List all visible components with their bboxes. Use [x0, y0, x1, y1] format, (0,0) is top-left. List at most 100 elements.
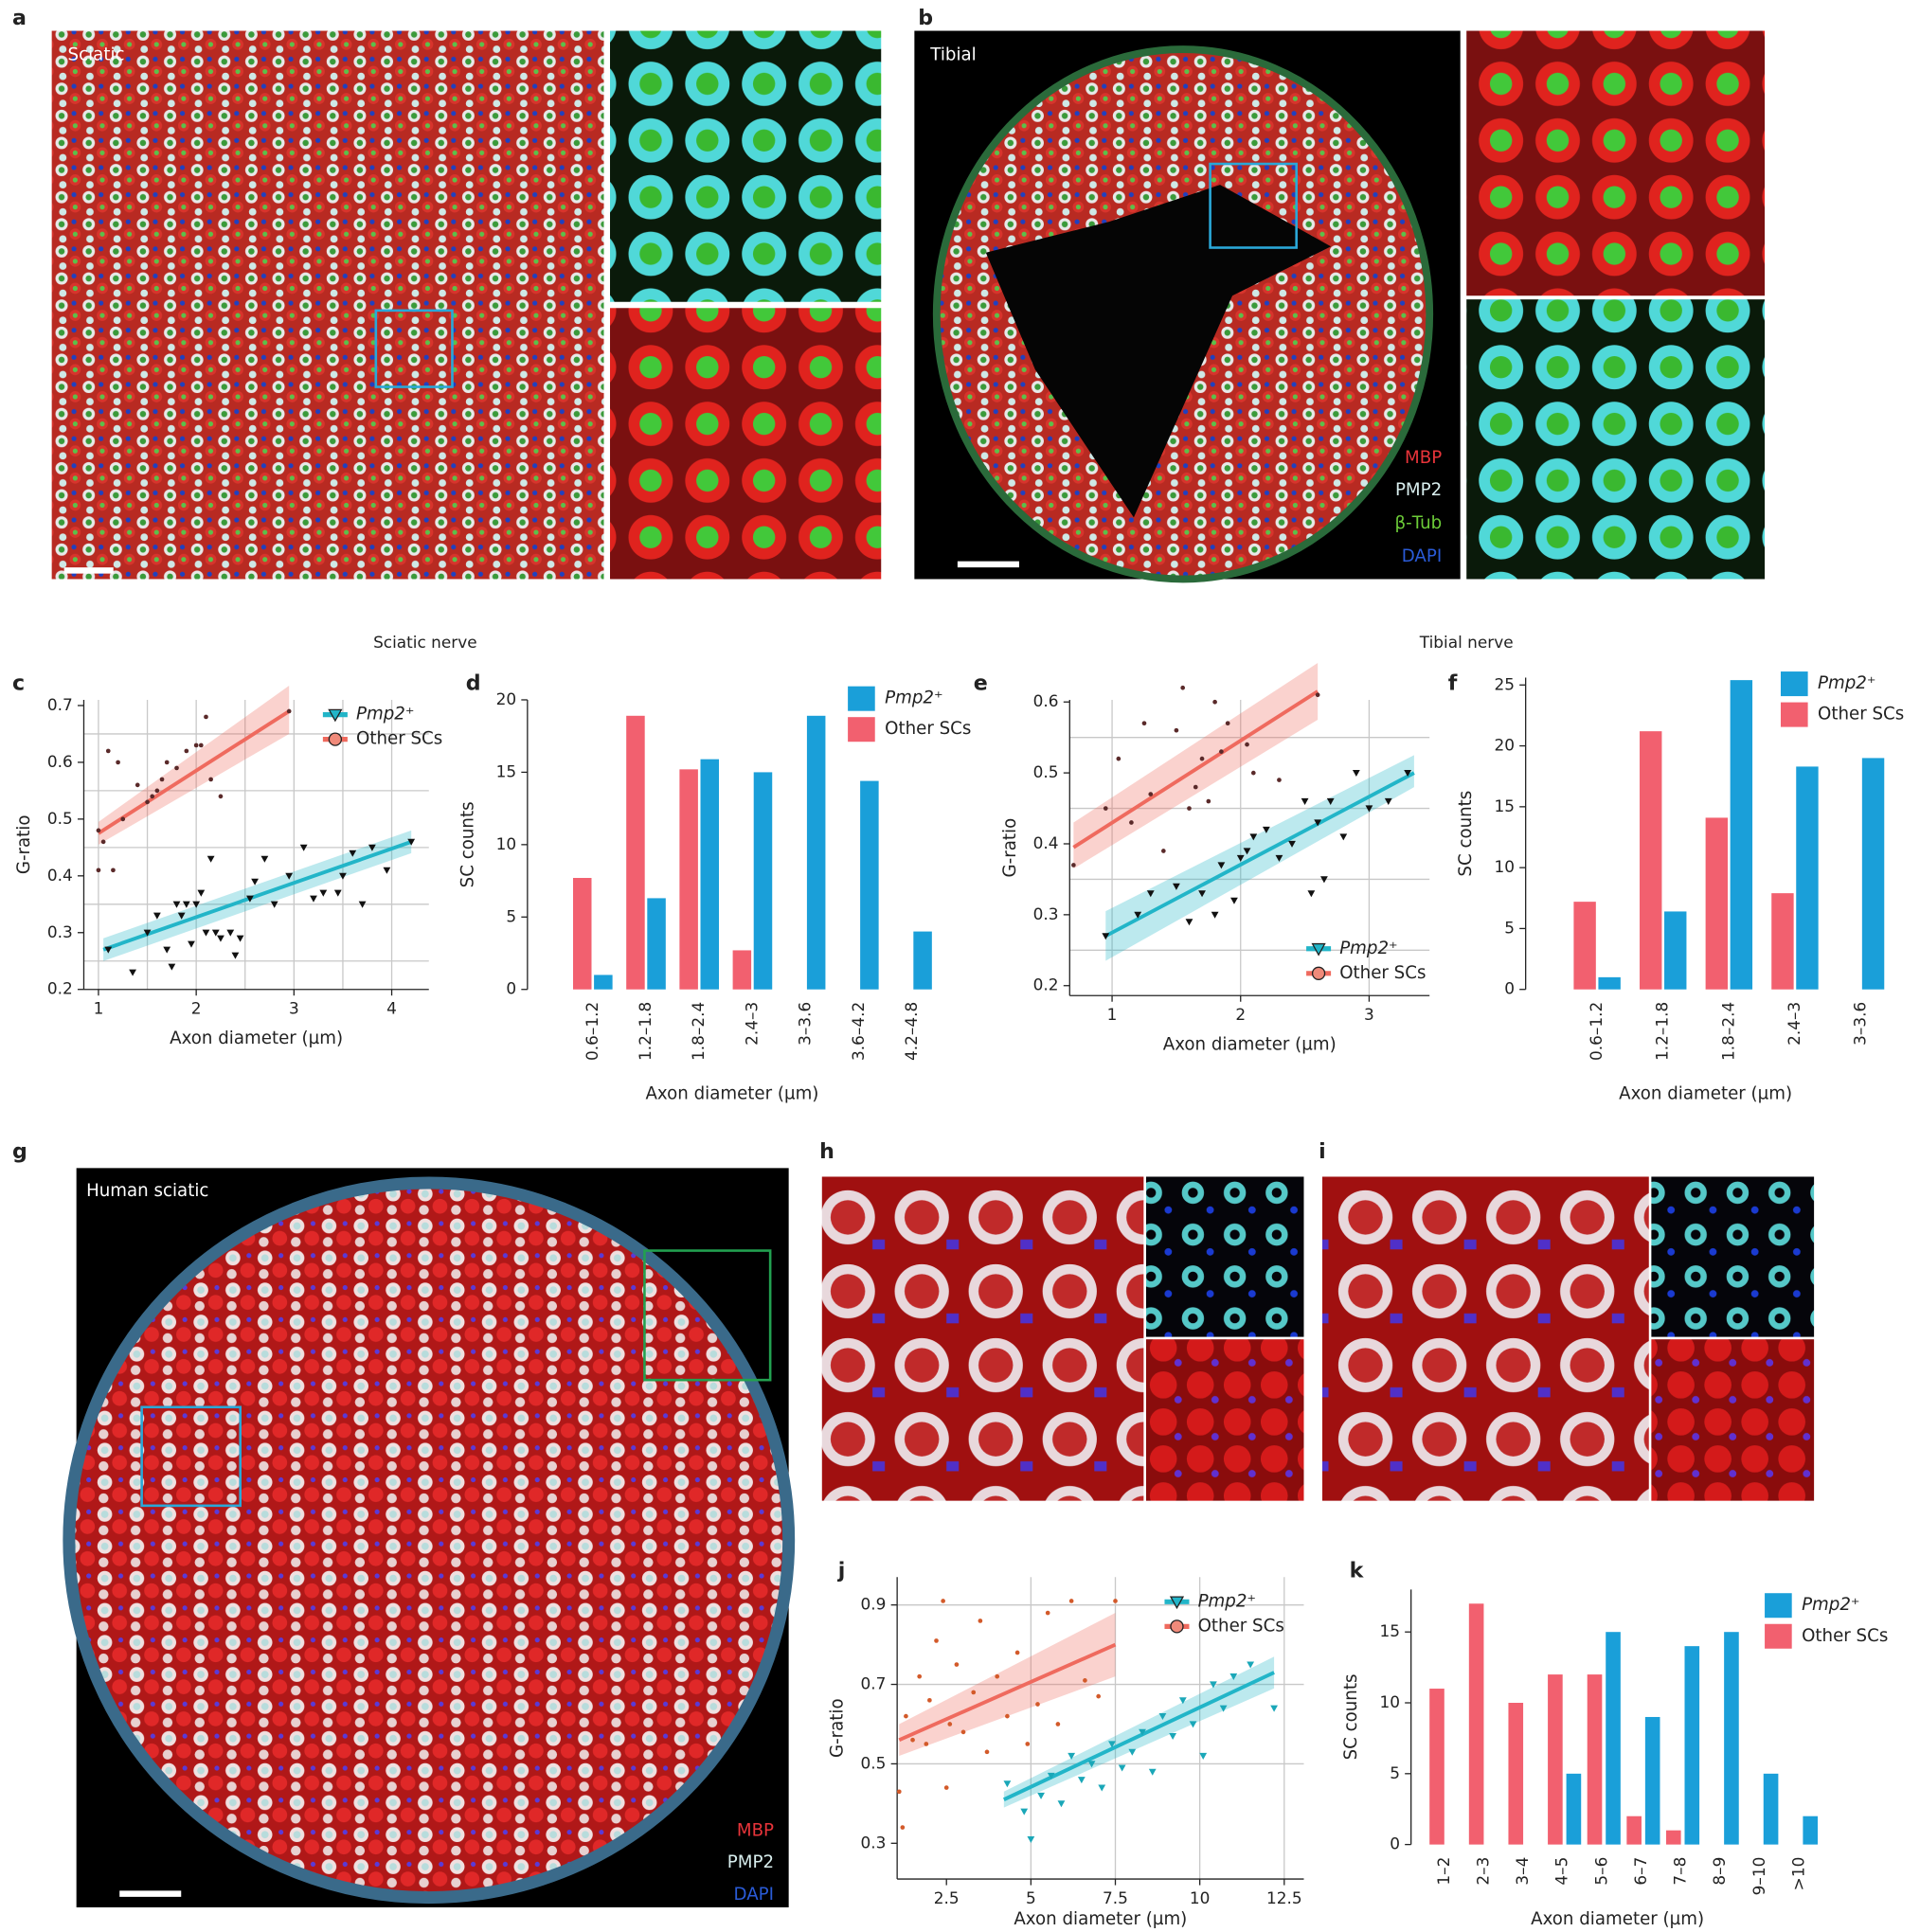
y-axis-label: G-ratio [1000, 818, 1020, 878]
point [1139, 1728, 1146, 1736]
confidence-band [1073, 663, 1319, 869]
x-axis-label: Axon diameter (µm) [1619, 1083, 1792, 1103]
bar [1644, 1716, 1660, 1845]
point [150, 794, 155, 799]
legend-marker [328, 708, 343, 723]
bar [732, 950, 752, 990]
point [368, 844, 376, 851]
point [192, 901, 201, 908]
point [1315, 692, 1320, 698]
point [1247, 1661, 1255, 1669]
point [1212, 699, 1217, 705]
point [1071, 863, 1076, 868]
y-tick-label: 0.3 [1033, 904, 1059, 923]
x-tick-label: 4–5 [1552, 1857, 1571, 1886]
point [1198, 890, 1206, 898]
y-tick-label: 0.4 [1033, 833, 1059, 852]
bar [1429, 1689, 1444, 1845]
point [978, 1619, 983, 1623]
stain-legend: MBP [737, 1820, 774, 1840]
bar [913, 931, 932, 990]
x-tick-label: 1.2–1.8 [636, 1002, 655, 1061]
point [226, 929, 235, 937]
point [211, 929, 220, 937]
point [1025, 1742, 1031, 1746]
bar [1803, 1816, 1819, 1845]
bar [1664, 911, 1687, 990]
bar [1548, 1674, 1563, 1845]
stain-legend: PMP2 [1395, 480, 1442, 500]
point [1193, 784, 1198, 790]
point [246, 895, 254, 903]
section-heading: Tibial nerve [1419, 633, 1514, 652]
y-tick-label: 15 [1494, 796, 1515, 815]
point [286, 708, 292, 714]
point [1189, 1721, 1197, 1728]
point [208, 777, 213, 782]
x-tick-label: 1.2–1.8 [1653, 1002, 1672, 1061]
bar [1861, 758, 1885, 990]
y-axis-label: G-ratio [14, 815, 34, 875]
point [1320, 876, 1328, 884]
legend-label: Pmp2⁺ [1198, 1591, 1256, 1611]
micrograph [1322, 1176, 1649, 1501]
stain-legend: DAPI [1402, 546, 1443, 566]
point [1365, 805, 1373, 813]
confidence-band [899, 1613, 1116, 1757]
point [1068, 1752, 1076, 1760]
y-tick-label: 5 [1504, 918, 1515, 937]
point [1249, 833, 1258, 841]
x-tick-label: 10 [1190, 1888, 1211, 1907]
legend-label: Pmp2⁺ [885, 689, 942, 708]
bar [1508, 1703, 1524, 1845]
point [1005, 1713, 1010, 1719]
point [1103, 806, 1108, 811]
bar [1566, 1773, 1582, 1845]
point [188, 940, 195, 948]
x-tick-label: 1 [1107, 1005, 1118, 1024]
point [172, 901, 181, 908]
legend-label: Pmp2⁺ [1339, 939, 1397, 958]
roi-box [140, 1405, 242, 1508]
point [1230, 897, 1238, 904]
bar [1640, 731, 1662, 990]
legend-label: Other SCs [885, 719, 971, 739]
point [1158, 1712, 1167, 1721]
legend-marker [1169, 1596, 1185, 1610]
point [407, 838, 416, 846]
point [900, 1825, 906, 1830]
point [1128, 1748, 1137, 1756]
point [1199, 756, 1205, 761]
point [1116, 756, 1121, 761]
legend-label: Pmp2⁺ [1802, 1595, 1859, 1615]
point [260, 855, 269, 863]
point [1020, 1808, 1029, 1816]
point [1129, 820, 1134, 825]
y-tick-label: 15 [496, 761, 517, 780]
x-tick-label: 0.6–1.2 [1587, 1002, 1606, 1061]
y-tick-label: 10 [1494, 857, 1515, 876]
point [198, 742, 204, 748]
point [1270, 1705, 1279, 1712]
legend-label: Pmp2⁺ [356, 705, 414, 724]
legend-swatch [848, 717, 875, 742]
legend-label: Other SCs [1339, 963, 1426, 983]
y-tick-label: 0.2 [47, 979, 73, 998]
x-tick-label: 1.8–2.4 [1718, 1002, 1737, 1061]
point [1146, 890, 1155, 898]
panel-label: i [1319, 1139, 1326, 1164]
y-tick-label: 0.7 [47, 695, 73, 714]
point [285, 872, 294, 880]
point [1037, 1792, 1045, 1799]
x-tick-label: 3.6–4.2 [849, 1002, 868, 1061]
point [177, 912, 186, 920]
point [104, 946, 113, 954]
y-tick-label: 0.5 [861, 1753, 887, 1772]
y-tick-label: 0 [506, 979, 516, 998]
bar [626, 715, 645, 990]
bar [1705, 817, 1729, 990]
point [1277, 778, 1282, 782]
bar [1665, 1830, 1681, 1845]
point [164, 760, 170, 765]
point [1003, 1780, 1012, 1788]
